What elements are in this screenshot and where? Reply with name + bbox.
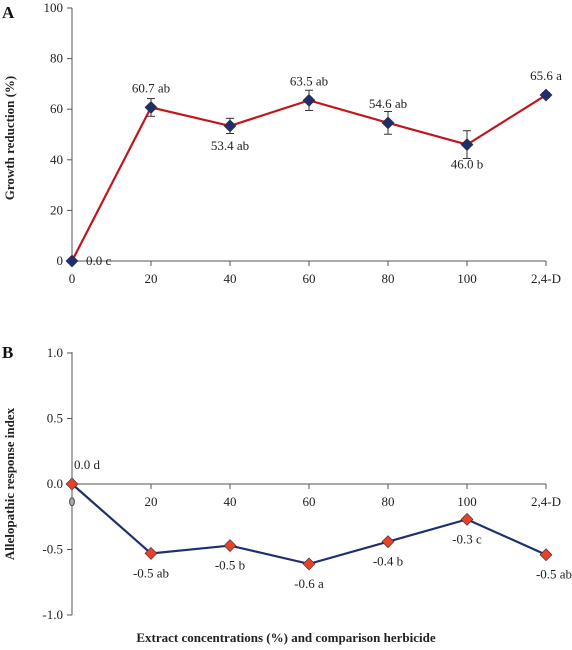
a-y-tick-label: 100 bbox=[44, 0, 64, 15]
b-data-point bbox=[302, 557, 316, 571]
b-x-tick-label: 60 bbox=[303, 494, 316, 509]
b-data-label: -0.4 b bbox=[373, 554, 403, 569]
a-data-label: 60.7 ab bbox=[132, 80, 170, 95]
a-data-label: 54.6 ab bbox=[369, 96, 407, 111]
b-data-point bbox=[144, 547, 158, 560]
b-y-tick-label: -0.5 bbox=[42, 542, 63, 557]
b-data-label: -0.5 ab bbox=[133, 565, 169, 580]
b-data-point bbox=[223, 539, 237, 552]
a-x-tick-label: 80 bbox=[382, 271, 395, 286]
b-x-tick-label: 0 bbox=[69, 494, 76, 509]
a-data-label: 0.0 c bbox=[86, 253, 112, 268]
b-y-tick-label: 0.5 bbox=[47, 411, 63, 426]
a-y-tick-label: 40 bbox=[50, 152, 63, 167]
a-y-tick-label: 60 bbox=[50, 101, 63, 116]
a-x-tick-label: 100 bbox=[457, 271, 477, 286]
a-data-point bbox=[223, 119, 237, 133]
b-x-tick-label: 40 bbox=[224, 494, 237, 509]
a-data-label: 63.5 ab bbox=[290, 73, 328, 88]
a-x-tick-label: 20 bbox=[145, 271, 158, 286]
a-x-tick-label: 40 bbox=[224, 271, 237, 286]
a-x-tick-label: 0 bbox=[69, 271, 76, 286]
b-x-tick-label: 20 bbox=[145, 494, 158, 509]
a-data-label: 53.4 ab bbox=[211, 138, 249, 153]
b-data-point bbox=[381, 535, 395, 549]
panel-b: B Allelopathic response index -1.0 -0.5 0.… bbox=[2, 343, 572, 622]
a-data-point bbox=[460, 138, 474, 152]
b-data-label: -0.6 a bbox=[294, 576, 324, 591]
b-y-tick-label: -1.0 bbox=[42, 607, 63, 622]
a-data-point bbox=[302, 93, 316, 107]
panel-a-letter: A bbox=[2, 3, 15, 22]
a-x-tick-label: 60 bbox=[303, 271, 316, 286]
b-x-tick-label: 2,4-D bbox=[531, 494, 561, 509]
a-y-tick-label: 0 bbox=[57, 253, 64, 268]
a-y-tick-label: 20 bbox=[50, 202, 63, 217]
a-x-tick-label: 2,4-D bbox=[531, 271, 561, 286]
a-y-tick-label: 80 bbox=[50, 51, 63, 66]
panel-a: A Growth reduction (%) 0 20 40 60 80 100 0 20 4… bbox=[2, 0, 562, 286]
b-x-tick-label: 100 bbox=[457, 494, 477, 509]
b-y-tick-label: 1.0 bbox=[47, 345, 63, 360]
a-data-point bbox=[65, 254, 79, 268]
b-data-label: -0.3 c bbox=[452, 531, 482, 546]
b-data-point bbox=[460, 512, 474, 526]
panel-b-y-axis-label: Allelopathic response index bbox=[2, 407, 17, 560]
b-data-label: -0.5 b bbox=[215, 558, 245, 573]
panel-b-letter: B bbox=[2, 343, 13, 362]
x-axis-label: Extract concentrations (%) and compariso… bbox=[136, 630, 436, 645]
a-data-point bbox=[381, 116, 395, 130]
a-series-line bbox=[71, 94, 547, 262]
a-data-point bbox=[144, 101, 158, 114]
panel-a-y-axis-label: Growth reduction (%) bbox=[2, 76, 17, 200]
b-data-point bbox=[65, 477, 79, 491]
b-x-tick-label: 80 bbox=[382, 494, 395, 509]
a-data-point bbox=[539, 88, 553, 102]
a-data-label: 46.0 b bbox=[451, 157, 484, 172]
b-data-label: -0.5 ab bbox=[536, 567, 572, 582]
a-data-label: 65.6 a bbox=[530, 68, 562, 83]
b-data-label: 0.0 d bbox=[74, 457, 101, 472]
b-data-point bbox=[539, 548, 553, 562]
b-y-tick-label: 0.0 bbox=[47, 476, 63, 491]
